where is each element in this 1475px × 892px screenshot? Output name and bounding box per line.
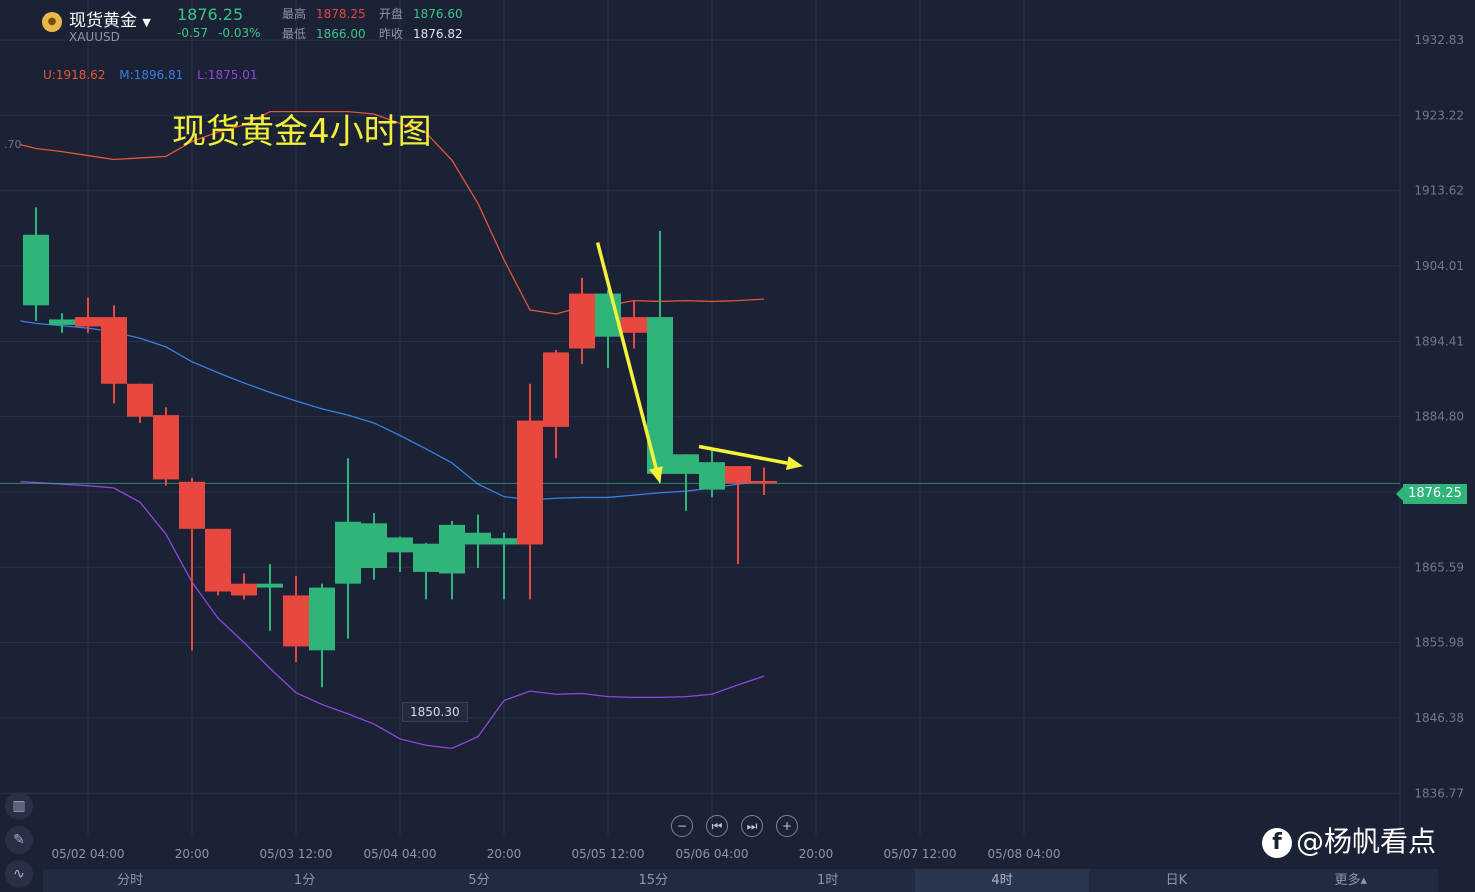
lower-band-line: [20, 481, 765, 750]
candle-body: [413, 543, 439, 572]
x-tick-label: 05/06 04:00: [676, 847, 749, 861]
scroll-start-button[interactable]: ⏮: [706, 815, 728, 837]
candle-body: [205, 528, 231, 592]
y-tick-label: 1894.41: [1414, 334, 1464, 348]
annotation-arrow-head: [785, 456, 803, 470]
middle-band-value: M:1896.81: [119, 68, 184, 82]
candle-body: [179, 481, 205, 529]
candle-body: [101, 317, 127, 384]
bollinger-legend: U:1918.62 M:1896.81 L:1875.01: [43, 68, 268, 82]
scroll-end-button[interactable]: ⏭: [741, 815, 763, 837]
candle-body: [699, 462, 725, 490]
open-stat: 开盘 1876.60: [379, 7, 463, 21]
chart-tool-icon[interactable]: ▥: [5, 792, 33, 820]
change-percent: -0.03%: [218, 26, 261, 40]
tab-1hour[interactable]: 1时: [817, 873, 839, 888]
x-tick-label: 20:00: [487, 847, 522, 861]
dropdown-caret-icon[interactable]: ▼: [142, 16, 151, 29]
zoom-out-button[interactable]: −: [671, 815, 693, 837]
prev-close-stat: 昨收 1876.82: [379, 27, 463, 41]
tab-15min[interactable]: 15分: [638, 873, 669, 888]
candle-body: [153, 415, 179, 480]
change-value: -0.57: [177, 26, 209, 40]
x-tick-label: 05/02 04:00: [52, 847, 125, 861]
indicator-tool-icon[interactable]: ∿: [5, 860, 33, 888]
candle-body: [231, 583, 257, 596]
annotation-arrow-line: [698, 444, 788, 465]
high-stat: 最高 1878.25: [282, 7, 366, 21]
upper-band-value: U:1918.62: [43, 68, 106, 82]
x-tick-label: 20:00: [799, 847, 834, 861]
y-tick-label: 1836.77: [1414, 786, 1464, 800]
gold-coin-icon: ●: [42, 12, 62, 32]
middle-band-line: [20, 320, 765, 501]
y-tick-label: 1855.98: [1414, 636, 1464, 650]
tab-4hour[interactable]: 4时: [914, 869, 1090, 892]
candle-body: [309, 587, 335, 651]
pen-tool-icon[interactable]: ✎: [5, 826, 33, 854]
low-marker-label: 1850.30: [402, 702, 468, 722]
tab-5min[interactable]: 5分: [468, 873, 490, 888]
last-price: 1876.25: [177, 5, 244, 24]
left-partial-label: .70: [4, 138, 22, 151]
current-price-badge: 1876.25: [1396, 484, 1467, 504]
annotation-arrow-head: [649, 466, 663, 484]
candle-body: [75, 317, 101, 327]
candle-body: [387, 537, 413, 553]
candle-body: [751, 480, 777, 484]
candle-body: [543, 352, 569, 427]
y-tick-label: 1884.80: [1414, 410, 1464, 424]
tab-more[interactable]: 更多▴: [1334, 873, 1368, 888]
candle-body: [335, 521, 361, 584]
x-tick-label: 05/03 12:00: [260, 847, 333, 861]
low-stat: 最低 1866.00: [282, 27, 366, 41]
symbol-code: XAUUSD: [69, 30, 120, 44]
candle-body: [569, 293, 595, 349]
y-tick-label: 1913.62: [1414, 184, 1464, 198]
candle-body: [491, 538, 517, 545]
x-tick-label: 05/05 12:00: [572, 847, 645, 861]
candle-body: [49, 319, 75, 325]
facebook-icon: f: [1262, 828, 1292, 858]
x-tick-label: 05/07 12:00: [884, 847, 957, 861]
zoom-in-button[interactable]: +: [776, 815, 798, 837]
tab-1min[interactable]: 1分: [293, 873, 316, 888]
y-tick-label: 1846.38: [1414, 711, 1464, 725]
annotation-title: 现货黄金4小时图: [172, 112, 432, 152]
symbol-name[interactable]: 现货黄金 ▼: [69, 11, 151, 31]
candle-body: [465, 532, 491, 545]
candle-body: [725, 466, 751, 484]
x-tick-label: 05/08 04:00: [988, 847, 1061, 861]
x-tick-label: 05/04 04:00: [364, 847, 437, 861]
tab-timeshare[interactable]: 分时: [117, 873, 144, 888]
candle-body: [439, 524, 465, 574]
y-tick-label: 1932.83: [1414, 33, 1464, 47]
upper-band-line: [20, 111, 765, 315]
y-tick-label: 1865.59: [1414, 560, 1464, 574]
lower-band-value: L:1875.01: [197, 68, 258, 82]
annotation-arrow-line: [595, 242, 658, 469]
candle-body: [517, 420, 543, 545]
watermark: f @杨帆看点: [1262, 820, 1436, 860]
price-change: -0.57 -0.03%: [177, 26, 271, 40]
candle-body: [283, 595, 309, 647]
candle-body: [361, 523, 387, 569]
candle-body: [621, 317, 647, 333]
y-tick-label: 1904.01: [1414, 259, 1464, 273]
timeframe-tabs: 分时 1分 5分 15分 1时 4时 日K 更多▴: [43, 869, 1438, 892]
candle-body: [673, 454, 699, 474]
candle-body: [127, 383, 153, 417]
x-tick-label: 20:00: [175, 847, 210, 861]
candle-body: [257, 583, 283, 588]
tab-daily[interactable]: 日K: [1165, 873, 1188, 888]
y-tick-label: 1923.22: [1414, 108, 1464, 122]
candle-body: [23, 234, 49, 306]
